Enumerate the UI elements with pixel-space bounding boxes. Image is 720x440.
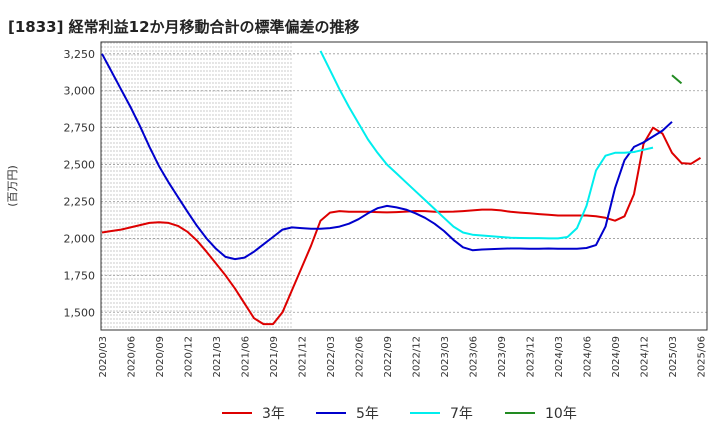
y-tick-label: 2,000 — [64, 232, 96, 245]
x-tick-label: 2022/09 — [383, 336, 394, 378]
x-tick-label: 2023/06 — [469, 336, 480, 378]
y-tick-label: 2,250 — [64, 196, 96, 209]
plot-frame — [100, 41, 708, 331]
y-axis-ticks: 1,500 1,750 2,000 2,250 2,500 2,750 3,000 3,250 — [64, 48, 96, 319]
y-axis-label: (百万円) — [6, 165, 19, 207]
x-tick-label: 2021/12 — [298, 336, 309, 378]
x-tick-label: 2023/09 — [497, 336, 508, 378]
x-tick-label: 2025/06 — [697, 336, 708, 378]
x-tick-label: 2020/09 — [155, 336, 166, 378]
y-tick-label: 2,500 — [64, 159, 96, 172]
series-line-3 — [671, 74, 683, 85]
grid-layer — [101, 42, 707, 330]
legend-label-3: 10年 — [545, 406, 577, 422]
x-tick-label: 2020/06 — [127, 336, 138, 378]
x-tick-label: 2021/03 — [212, 336, 223, 378]
x-tick-label: 2023/03 — [440, 336, 451, 378]
series-line-2 — [319, 50, 654, 240]
x-tick-label: 2024/03 — [554, 336, 565, 378]
y-tick-label: 2,750 — [64, 122, 96, 135]
x-tick-label: 2020/12 — [184, 336, 195, 378]
legend: 3年 5年 7年 10年 — [222, 406, 577, 422]
x-tick-label: 2021/09 — [269, 336, 280, 378]
chart-title: [1833] 経常利益12か月移動合計の標準偏差の推移 — [8, 18, 360, 36]
y-tick-label: 3,250 — [64, 48, 96, 61]
x-axis-ticks: 2020/03 2020/06 2020/09 2020/12 2021/03 2021/… — [98, 336, 708, 378]
legend-label-0: 3年 — [262, 406, 285, 422]
x-tick-label: 2022/03 — [326, 336, 337, 378]
x-tick-label: 2023/12 — [526, 336, 537, 378]
x-tick-label: 2025/03 — [668, 336, 679, 378]
x-tick-label: 2022/12 — [412, 336, 423, 378]
x-tick-label: 2020/03 — [98, 336, 109, 378]
series-line-1 — [101, 53, 673, 261]
legend-label-1: 5年 — [356, 406, 379, 422]
y-tick-label: 1,500 — [64, 306, 96, 319]
series-line-0 — [101, 126, 702, 326]
x-tick-label: 2024/12 — [640, 336, 651, 378]
y-tick-label: 3,000 — [64, 85, 96, 98]
series-layer — [101, 50, 702, 326]
x-tick-label: 2024/06 — [583, 336, 594, 378]
x-tick-label: 2021/06 — [241, 336, 252, 378]
x-tick-label: 2024/09 — [611, 336, 622, 378]
x-tick-label: 2022/06 — [355, 336, 366, 378]
y-tick-label: 1,750 — [64, 269, 96, 282]
legend-label-2: 7年 — [450, 406, 473, 422]
